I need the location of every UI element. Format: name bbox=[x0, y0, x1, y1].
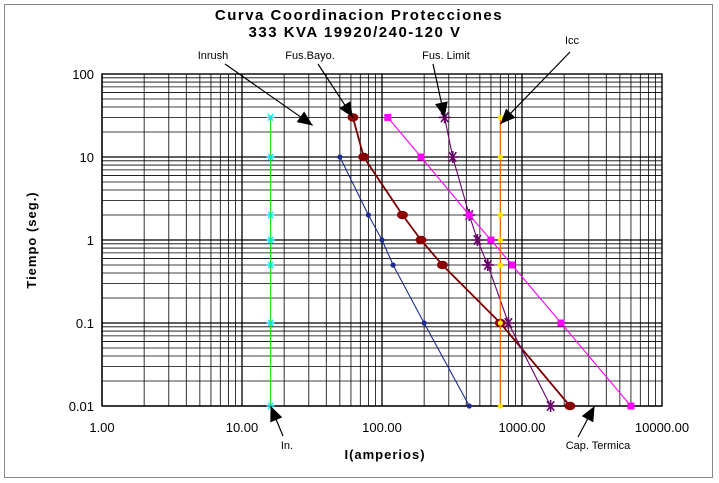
chart-subtitle: 333 KVA 19920/240-120 V bbox=[249, 24, 462, 41]
x-tick-label: 10000.00 bbox=[635, 420, 689, 435]
marker-bayo bbox=[564, 401, 576, 411]
marker-inrush bbox=[337, 154, 343, 160]
y-tick-label: 1 bbox=[87, 233, 94, 248]
x-tick-label: 1.00 bbox=[89, 420, 114, 435]
marker-icc bbox=[497, 154, 503, 160]
y-tick-label: 100 bbox=[72, 67, 94, 82]
annotation-arrowhead bbox=[581, 406, 595, 423]
marker-limit bbox=[502, 317, 515, 329]
annotation-label: Cap. Termica bbox=[566, 440, 631, 452]
x-tick-label: 100.00 bbox=[362, 420, 402, 435]
annotation-arrowhead bbox=[435, 101, 448, 118]
series-layer bbox=[266, 111, 635, 412]
marker-inrush bbox=[421, 320, 427, 326]
marker-icc bbox=[497, 212, 503, 218]
marker-limit bbox=[481, 258, 494, 271]
marker-termica bbox=[417, 153, 425, 161]
y-axis-label: Tiempo (seg.) bbox=[24, 191, 39, 288]
annotation-arrowhead bbox=[270, 406, 283, 423]
series-line-inrush bbox=[339, 156, 470, 407]
x-axis-label: I(amperios) bbox=[344, 447, 425, 462]
annotation-layer: Inrush Fus.Bayo. Fus. Limit Icc In. Cap. Term… bbox=[198, 35, 631, 452]
annotation-arrowhead bbox=[296, 111, 313, 126]
marker-bayo bbox=[396, 210, 408, 220]
marker-termica bbox=[465, 211, 473, 219]
annotation-arrow-line bbox=[499, 51, 571, 125]
marker-termica bbox=[384, 113, 392, 121]
annotation-arrowhead bbox=[500, 108, 516, 124]
marker-icc bbox=[497, 262, 503, 268]
marker-bayo bbox=[358, 152, 370, 162]
annotation-label: Icc bbox=[565, 35, 580, 47]
marker-bayo bbox=[436, 260, 448, 270]
marker-in bbox=[266, 236, 275, 244]
annotation-label: Fus.Bayo. bbox=[285, 50, 335, 62]
annotation-arrow-line bbox=[224, 63, 314, 126]
marker-termica bbox=[557, 319, 565, 327]
marker-termica bbox=[508, 261, 516, 269]
marker-limit bbox=[471, 234, 484, 246]
annotation-label: In. bbox=[281, 440, 293, 452]
annotation-label: Inrush bbox=[198, 50, 229, 62]
marker-icc bbox=[497, 237, 503, 243]
annotation-arrowhead bbox=[339, 101, 353, 118]
marker-in bbox=[266, 113, 275, 121]
y-tick-label: 0.1 bbox=[76, 316, 94, 331]
marker-in bbox=[266, 261, 275, 269]
marker-icc bbox=[497, 114, 503, 120]
marker-termica bbox=[627, 402, 635, 410]
y-tick-label: 10 bbox=[80, 150, 94, 165]
x-tick-label: 1000.00 bbox=[499, 420, 546, 435]
marker-icc bbox=[497, 320, 503, 326]
marker-inrush bbox=[390, 262, 396, 268]
marker-in bbox=[266, 153, 275, 161]
marker-termica bbox=[487, 236, 495, 244]
marker-limit bbox=[438, 111, 451, 124]
marker-in bbox=[266, 319, 275, 327]
marker-icc bbox=[497, 403, 503, 409]
marker-inrush bbox=[365, 212, 372, 218]
annotation-label: Fus. Limit bbox=[422, 50, 470, 62]
marker-bayo bbox=[415, 235, 427, 245]
chart-frame bbox=[4, 4, 713, 478]
grid-lines bbox=[101, 73, 663, 407]
tick-labels: 1.00 10.00 100.00 1000.00 10000.00 100 10 1 0.1 0… bbox=[69, 67, 689, 435]
chart-title: Curva Coordinacion Protecciones bbox=[215, 7, 503, 24]
marker-inrush bbox=[379, 237, 385, 243]
y-tick-label: 0.01 bbox=[69, 399, 94, 414]
marker-limit bbox=[544, 400, 557, 412]
x-tick-label: 10.00 bbox=[226, 420, 259, 435]
marker-in bbox=[266, 211, 275, 219]
marker-limit bbox=[446, 151, 459, 163]
marker-inrush bbox=[466, 403, 472, 409]
